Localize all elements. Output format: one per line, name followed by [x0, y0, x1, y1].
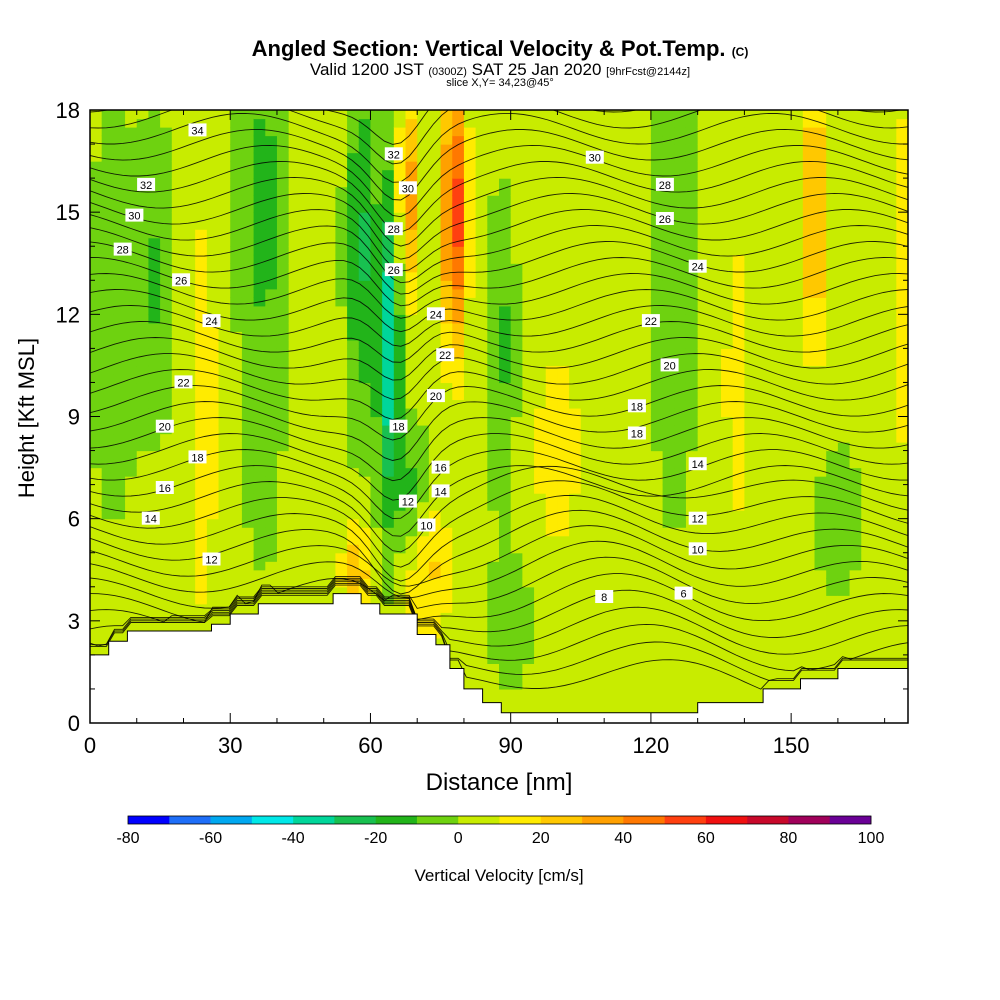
contour-label: 12	[688, 511, 707, 526]
colorbar: -80 -60 -40 -20 0 20 40 60 80 100	[116, 815, 885, 847]
colorbar-swatch	[458, 816, 500, 824]
chart-title: Angled Section: Vertical Velocity & Pot.…	[251, 36, 749, 61]
colorbar-tick-label: -40	[282, 830, 305, 847]
contour-label: 20	[426, 389, 445, 403]
isentrope-contours	[90, 110, 908, 690]
colorbar-swatch	[169, 816, 211, 824]
colorbar-swatch	[334, 816, 376, 824]
y-tick-label: 9	[68, 405, 80, 430]
y-tick-label: 18	[56, 98, 80, 123]
contour-label: 32	[137, 177, 156, 192]
x-tick-label: 120	[633, 733, 670, 758]
contour-label: 18	[389, 419, 408, 434]
contour-label: 28	[384, 222, 403, 236]
slice-info: slice X,Y= 34,23@45°	[446, 77, 554, 89]
colorbar-swatch	[499, 816, 542, 824]
colorbar-swatch	[582, 816, 624, 824]
contour-label: 32	[384, 147, 403, 161]
colorbar-swatch	[829, 816, 872, 824]
colorbar-swatch	[623, 816, 665, 824]
colorbar-swatch	[293, 816, 335, 824]
contour-label: 14	[688, 457, 707, 471]
colorbar-swatch	[540, 816, 583, 824]
colorbar-swatch	[788, 816, 831, 824]
colorbar-swatch	[416, 816, 459, 824]
contour-label: 14	[431, 484, 450, 498]
contour-label: 24	[202, 314, 221, 328]
contour-label: 10	[688, 542, 707, 556]
x-tick-label: 150	[773, 733, 810, 758]
x-axis-label: Distance [nm]	[426, 769, 573, 796]
x-tick-label: 0	[84, 733, 96, 758]
y-tick-label: 6	[68, 507, 80, 532]
y-tick-label: 3	[68, 609, 80, 634]
contour-label: 24	[426, 307, 445, 321]
contour-label: 12	[398, 494, 417, 509]
contour-label: 26	[384, 263, 403, 277]
contour-label: 16	[431, 460, 450, 475]
contour-label: 34	[188, 123, 207, 137]
colorbar-swatch	[375, 816, 418, 824]
contour-label: 30	[125, 208, 144, 223]
colorbar-tick-label: -80	[116, 830, 139, 847]
contour-label: 20	[155, 419, 174, 434]
contour-label: 22	[436, 348, 455, 362]
colorbar-tick-label: 40	[614, 830, 632, 847]
y-axis-label: Height [Kft MSL]	[14, 338, 39, 498]
colorbar-swatch	[210, 816, 253, 824]
x-tick-label: 30	[218, 733, 242, 758]
contour-label: 18	[627, 426, 646, 441]
contour-label: 16	[155, 481, 174, 495]
contour-label: 22	[174, 375, 193, 389]
colorbar-tick-label: 60	[697, 830, 715, 847]
chart-subtitle: Valid 1200 JST (0300Z) SAT 25 Jan 2020 […	[309, 60, 691, 79]
contour-label: 30	[585, 150, 604, 165]
x-tick-label: 60	[358, 733, 382, 758]
contour-label: 26	[655, 212, 674, 226]
contour-label: 10	[417, 518, 436, 533]
contour-label: 12	[202, 552, 221, 567]
contour-label: 6	[674, 586, 693, 601]
colorbar-label: Vertical Velocity [cm/s]	[414, 866, 583, 885]
contour-label: 18	[188, 450, 207, 464]
contour-label: 26	[172, 273, 191, 287]
x-axis: 0 30 60 90 120 150	[84, 110, 886, 758]
contour-label: 28	[113, 242, 132, 257]
contour-label: 30	[398, 181, 417, 195]
colorbar-tick-label: 80	[780, 830, 798, 847]
contour-label: 14	[141, 511, 160, 526]
colorbar-swatch	[251, 816, 294, 824]
colorbar-tick-label: 20	[532, 830, 550, 847]
colorbar-swatch	[747, 816, 789, 824]
contour-label: 20	[660, 358, 679, 372]
contour-label: 8	[595, 590, 614, 604]
terrain	[89, 593, 909, 724]
colorbar-tick-label: -60	[199, 830, 222, 847]
contour-label: 18	[627, 399, 646, 413]
colorbar-tick-label: 100	[858, 830, 885, 847]
contour-label: 22	[641, 314, 660, 328]
contour-label: 28	[655, 177, 674, 192]
colorbar-tick-label: 0	[454, 830, 463, 847]
contour-labels: 34 32 30 28 26 24 22 20 18 16 14 12 32 30 28 26 24 22 20 18…	[113, 123, 707, 604]
y-axis: 0 3 6 9 12 15 18	[56, 98, 908, 736]
colorbar-swatch	[128, 816, 170, 824]
contour-label: 24	[688, 259, 707, 274]
colorbar-swatch	[705, 816, 748, 824]
y-tick-label: 15	[56, 200, 80, 225]
y-tick-label: 12	[56, 302, 80, 327]
y-tick-label: 0	[68, 711, 80, 736]
colorbar-tick-label: -20	[364, 830, 387, 847]
colorbar-swatch	[664, 816, 707, 824]
x-tick-label: 90	[498, 733, 522, 758]
